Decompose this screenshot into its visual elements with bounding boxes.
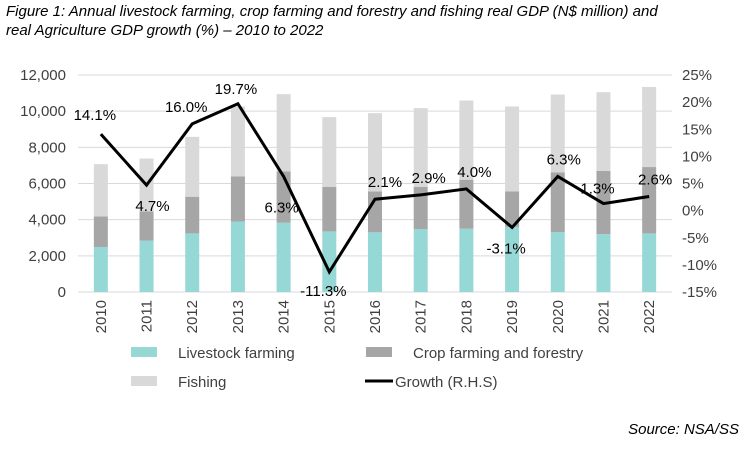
y2-tick-label: 25% — [682, 67, 712, 84]
bar-fishing-2019 — [505, 106, 520, 192]
bar-livestock-farming-2022 — [642, 233, 657, 292]
bar-crop-farming-and-forestry-2018 — [459, 179, 474, 229]
growth-line — [99, 101, 650, 276]
bar-livestock-farming-2019 — [505, 226, 520, 292]
bar-crop-farming-and-forestry-2013 — [230, 176, 245, 222]
legend-label: Growth (R.H.S) — [395, 374, 498, 391]
data-label-growth: 2.6% — [638, 172, 672, 189]
bar-crop-farming-and-forestry-2019 — [505, 191, 520, 227]
bar-crop-farming-and-forestry-2015 — [322, 186, 337, 232]
bar-livestock-farming-2015 — [322, 231, 337, 292]
data-label-growth: -3.1% — [486, 240, 525, 257]
y2-tick-label: 5% — [682, 176, 704, 193]
data-label-growth: 2.1% — [368, 174, 402, 191]
bar-fishing-2018 — [459, 100, 474, 180]
x-tick-label: 2018 — [458, 300, 475, 333]
y-tick-label: 10,000 — [20, 103, 66, 120]
bar-crop-farming-and-forestry-2011 — [139, 211, 154, 241]
bar-fishing-2021 — [596, 92, 611, 171]
data-label-growth: 4.7% — [135, 198, 169, 215]
x-tick-label: 2015 — [321, 300, 338, 333]
data-label-growth: 6.3% — [547, 151, 581, 168]
chart-title: Figure 1: Annual livestock farming, crop… — [6, 2, 746, 40]
y-tick-label: 0 — [58, 284, 66, 301]
legend-label: Livestock farming — [178, 345, 295, 362]
bar-crop-farming-and-forestry-2012 — [185, 196, 200, 234]
y2-tick-label: 0% — [682, 203, 704, 220]
bar-livestock-farming-2013 — [230, 221, 245, 292]
bar-livestock-farming-2016 — [368, 232, 382, 292]
bar-livestock-farming-2010 — [93, 246, 108, 292]
legend-swatch — [131, 376, 157, 386]
bar-fishing-2016 — [368, 113, 382, 192]
data-label-growth: 1.3% — [580, 181, 614, 198]
data-label-growth: 2.9% — [412, 170, 446, 187]
x-tick-label: 2014 — [276, 300, 293, 333]
bar-livestock-farming-2011 — [139, 240, 154, 292]
x-tick-label: 2016 — [367, 300, 384, 333]
x-tick-label: 2017 — [413, 300, 430, 333]
bar-livestock-farming-2018 — [459, 228, 474, 292]
bar-fishing-2012 — [185, 136, 200, 197]
source-note: Source: NSA/SS — [628, 421, 739, 438]
x-tick-label: 2011 — [139, 300, 156, 332]
bar-fishing-2017 — [413, 108, 428, 187]
x-tick-label: 2022 — [641, 300, 658, 333]
y2-tick-label: -15% — [682, 284, 717, 301]
x-tick-label: 2012 — [184, 300, 201, 333]
x-tick-label: 2019 — [504, 300, 521, 333]
y-tick-label: 6,000 — [28, 176, 66, 193]
y2-tick-label: -10% — [682, 257, 717, 274]
bar-fishing-2022 — [642, 86, 657, 168]
bar-fishing-2013 — [230, 106, 245, 177]
y2-tick-label: -5% — [682, 230, 709, 247]
data-label-growth: 16.0% — [165, 99, 208, 116]
legend-label: Fishing — [178, 374, 226, 391]
data-label-growth: -11.3% — [300, 283, 346, 300]
title-line-1: Figure 1: Annual livestock farming, crop… — [6, 3, 658, 20]
bar-fishing-2015 — [322, 117, 337, 187]
y2-tick-label: 15% — [682, 121, 712, 138]
y2-tick-label: 20% — [682, 94, 712, 111]
x-tick-label: 2010 — [93, 300, 110, 333]
x-tick-label: 2021 — [595, 300, 612, 333]
bar-livestock-farming-2021 — [596, 234, 611, 292]
bar-livestock-farming-2012 — [185, 233, 200, 292]
data-label-growth: 19.7% — [215, 81, 258, 98]
data-label-growth: 6.3% — [265, 199, 299, 216]
x-tick-label: 2013 — [230, 300, 247, 333]
data-label-growth: 4.0% — [457, 164, 491, 181]
y-tick-label: 8,000 — [28, 139, 66, 156]
x-tick-label: 2020 — [550, 300, 567, 333]
bar-livestock-farming-2020 — [550, 232, 565, 292]
y-tick-label: 12,000 — [20, 67, 66, 84]
bar-fishing-2010 — [93, 164, 108, 217]
bar-livestock-farming-2014 — [276, 222, 291, 292]
bar-crop-farming-and-forestry-2022 — [642, 167, 657, 234]
legend-label: Crop farming and forestry — [413, 345, 584, 362]
bar-fishing-2014 — [276, 94, 291, 172]
y2-tick-label: 10% — [682, 148, 712, 165]
bar-fishing-2020 — [550, 94, 565, 173]
title-line-2: real Agriculture GDP growth (%) – 2010 t… — [6, 22, 324, 39]
legend-swatch — [366, 347, 392, 357]
legend-swatch — [131, 347, 157, 357]
bar-crop-farming-and-forestry-2020 — [550, 172, 565, 233]
y-tick-label: 2,000 — [28, 248, 66, 265]
y-tick-label: 4,000 — [28, 212, 66, 229]
bar-crop-farming-and-forestry-2016 — [368, 191, 382, 233]
bar-crop-farming-and-forestry-2010 — [93, 216, 108, 247]
bar-livestock-farming-2017 — [413, 229, 428, 292]
bar-crop-farming-and-forestry-2017 — [413, 186, 428, 230]
data-label-growth: 14.1% — [74, 107, 117, 124]
